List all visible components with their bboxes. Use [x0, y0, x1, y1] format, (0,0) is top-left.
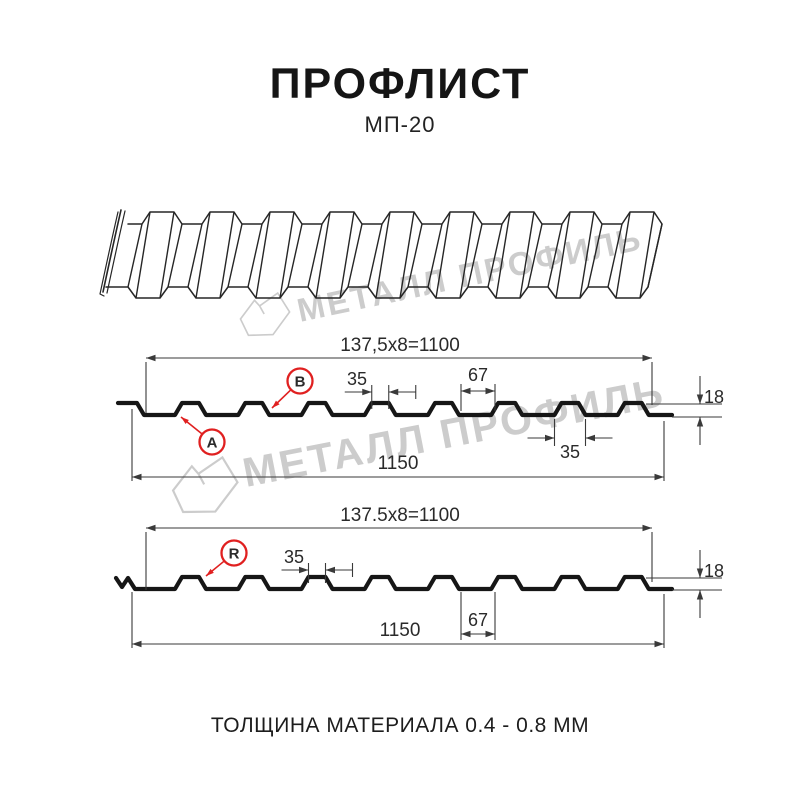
metall-profil-logo [239, 291, 291, 337]
dim-height-2: 18 [704, 561, 724, 581]
iso-view [99, 209, 663, 299]
svg-text:B: B [295, 374, 306, 391]
dim-module-1: 137,5x8=1100 [340, 335, 460, 356]
label-r: R [205, 539, 248, 577]
material-thickness-caption: ТОЛЩИНА МАТЕРИАЛА 0.4 - 0.8 ММ [210, 714, 590, 737]
dim-rib-bottom-1: 35 [560, 442, 580, 462]
dim-valley-1: 67 [468, 365, 488, 385]
dim-module-2: 137.5x8=1100 [340, 505, 460, 526]
dim-rib-top-2: 35 [284, 547, 304, 567]
profile-section-r: 137.5x8=1100 35 67 18 1150 R [113, 505, 724, 648]
page-title: ПРОФЛИСТ [269, 60, 531, 108]
watermark-profile: МЕТАЛЛ ПРОФИЛЬ [171, 369, 669, 514]
dim-width-2: 1150 [380, 620, 421, 641]
svg-text:A: A [207, 435, 218, 452]
page-subtitle: МП-20 [364, 112, 436, 137]
watermark-iso: МЕТАЛЛ ПРОФИЛЬ [239, 219, 646, 337]
svg-text:R: R [229, 546, 240, 563]
dim-height-1: 18 [704, 387, 724, 407]
dim-rib-top-1: 35 [347, 369, 367, 389]
metall-profil-logo [171, 455, 239, 514]
label-b: B [271, 367, 314, 409]
label-a: A [180, 416, 226, 456]
dim-valley-2: 67 [468, 610, 488, 630]
profile-section-a: 137,5x8=1100 35 67 18 35 1150 A B [115, 335, 724, 481]
dim-width-1: 1150 [378, 453, 419, 474]
